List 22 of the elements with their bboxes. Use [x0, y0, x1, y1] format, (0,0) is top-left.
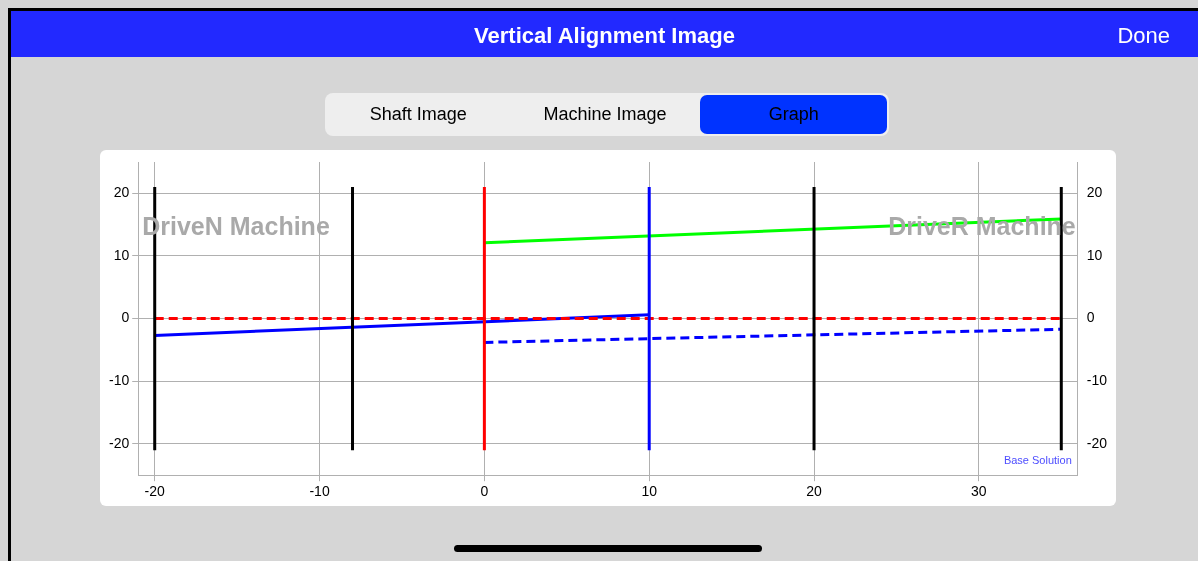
y2-tick-label: 10	[1086, 246, 1103, 263]
text: Done	[1117, 23, 1170, 49]
y-tick-label: 10	[113, 246, 130, 263]
x-tick-label: -10	[309, 483, 330, 500]
x-tick-label: 10	[641, 483, 658, 500]
x-tick-label: -20	[144, 483, 166, 500]
x-tick-label: 0	[480, 483, 489, 500]
x-tick-label: 30	[971, 483, 987, 500]
text: Shaft Image	[368, 103, 468, 126]
y2-tick-label: -20	[1086, 434, 1108, 451]
annotation: Base Solution	[1003, 454, 1072, 467]
chart-title: Vertical Alignment Image	[474, 23, 735, 48]
y2-tick-label: -10	[1086, 372, 1108, 389]
y-tick-label: 20	[113, 184, 130, 201]
x-tick-label: 20	[806, 483, 823, 500]
y-tick-label: -10	[109, 372, 130, 389]
text: Graph	[700, 95, 888, 134]
y-tick-label: -20	[109, 434, 130, 451]
y2-tick-label: 0	[1086, 309, 1095, 326]
text: Machine Image	[542, 103, 668, 126]
y2-tick-label: 20	[1086, 184, 1103, 201]
y-tick-label: 0	[121, 309, 130, 326]
